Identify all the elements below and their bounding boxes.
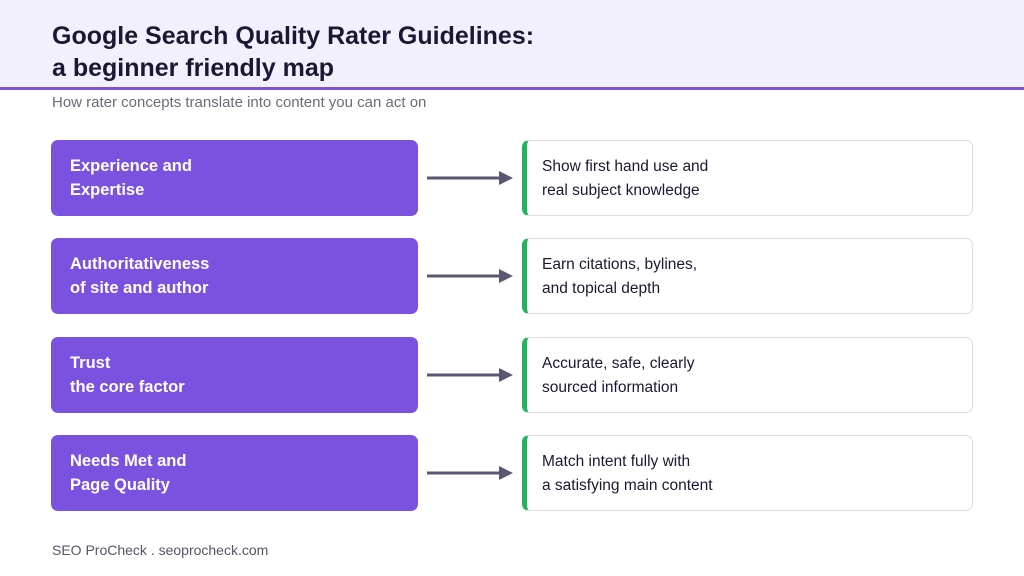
concept-line-1: Authoritativeness	[70, 255, 210, 273]
action-line-1: Match intent fully with	[542, 453, 691, 470]
title-line-1: Google Search Quality Rater Guidelines:	[52, 22, 535, 50]
concept-line-2: the core factor	[70, 378, 185, 396]
concept-line-2: Page Quality	[70, 476, 170, 494]
concept-box: Needs Met and Page Quality	[51, 435, 418, 511]
action-line-2: sourced information	[542, 379, 679, 396]
page-subtitle: How rater concepts translate into conten…	[52, 94, 427, 111]
action-box: Show first hand use and real subject kno…	[522, 140, 973, 216]
map-row-needs-met: Needs Met and Page Quality Match intent …	[0, 435, 1024, 511]
right-arrow-icon	[427, 466, 513, 480]
concept-line-2: Expertise	[70, 181, 145, 199]
title-line-2: a beginner friendly map	[52, 54, 335, 82]
concept-box: Authoritativeness of site and author	[51, 238, 418, 314]
concept-box: Experience and Expertise	[51, 140, 418, 216]
action-box: Match intent fully with a satisfying mai…	[522, 435, 973, 511]
action-box: Accurate, safe, clearly sourced informat…	[522, 337, 973, 413]
header-band: Google Search Quality Rater Guidelines: …	[0, 0, 1024, 90]
concept-line-1: Experience and	[70, 157, 192, 175]
concept-line-2: of site and author	[70, 279, 209, 297]
right-arrow-icon	[427, 269, 513, 283]
action-line-1: Show first hand use and	[542, 158, 709, 175]
action-box: Earn citations, bylines, and topical dep…	[522, 238, 973, 314]
concept-box: Trust the core factor	[51, 337, 418, 413]
right-arrow-icon	[427, 368, 513, 382]
concept-line-1: Trust	[70, 354, 111, 372]
action-line-1: Earn citations, bylines,	[542, 256, 698, 273]
footer-credit: SEO ProCheck . seoprocheck.com	[52, 542, 269, 558]
action-line-2: real subject knowledge	[542, 182, 700, 199]
action-line-2: a satisfying main content	[542, 477, 713, 494]
right-arrow-icon	[427, 171, 513, 185]
map-row-experience: Experience and Expertise Show first hand…	[0, 140, 1024, 216]
action-line-2: and topical depth	[542, 280, 661, 297]
map-row-authoritativeness: Authoritativeness of site and author Ear…	[0, 238, 1024, 314]
action-line-1: Accurate, safe, clearly	[542, 355, 695, 372]
concept-line-1: Needs Met and	[70, 452, 187, 470]
map-row-trust: Trust the core factor Accurate, safe, cl…	[0, 337, 1024, 413]
page-title: Google Search Quality Rater Guidelines: …	[52, 20, 534, 84]
